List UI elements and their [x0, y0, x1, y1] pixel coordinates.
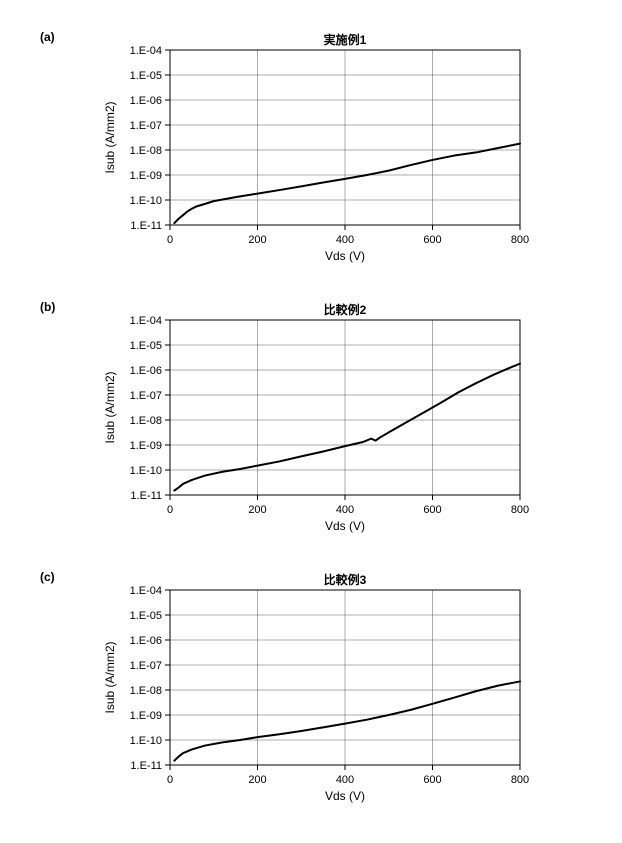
x-axis-label: Vds (V): [325, 789, 365, 803]
ytick-label: 1.E-05: [130, 70, 162, 82]
xtick-label: 400: [336, 504, 354, 516]
ytick-label: 1.E-06: [130, 95, 162, 107]
xtick-label: 600: [423, 774, 441, 786]
ytick-label: 1.E-08: [130, 415, 162, 427]
xtick-label: 800: [511, 774, 529, 786]
xtick-label: 800: [511, 504, 529, 516]
chart-wrap: 0 200 400 600 800 1.E-11 1.E-10 1.E-09 1.E-08 1.E…: [100, 300, 580, 540]
xtick-label: 0: [167, 774, 173, 786]
xtick-label: 800: [511, 234, 529, 246]
x-axis-label: Vds (V): [325, 519, 365, 533]
ytick-label: 1.E-04: [130, 315, 162, 327]
xtick-label: 200: [248, 504, 266, 516]
ytick-label: 1.E-10: [130, 735, 162, 747]
chart-title: 比較例3: [324, 572, 367, 587]
panel-tag: (b): [40, 300, 55, 314]
ytick-label: 1.E-08: [130, 685, 162, 697]
ytick-label: 1.E-09: [130, 170, 162, 182]
ytick-label: 1.E-11: [130, 220, 162, 232]
figure-page: (a) 0 200 400 600 800 1.E-11 1.E-10 1.E-09 1.E-08…: [0, 0, 622, 843]
ytick-label: 1.E-08: [130, 145, 162, 157]
ytick-label: 1.E-05: [130, 340, 162, 352]
xtick-label: 200: [248, 234, 266, 246]
chart-title: 実施例1: [324, 32, 367, 47]
xtick-label: 600: [423, 234, 441, 246]
xtick-label: 400: [336, 234, 354, 246]
ytick-label: 1.E-07: [130, 120, 162, 132]
ytick-label: 1.E-10: [130, 195, 162, 207]
ytick-label: 1.E-07: [130, 390, 162, 402]
ytick-label: 1.E-11: [130, 490, 162, 502]
xtick-label: 600: [423, 504, 441, 516]
chart-svg: 0 200 400 600 800 1.E-11 1.E-10 1.E-09 1.E-08 1.E…: [100, 570, 530, 805]
x-axis-label: Vds (V): [325, 249, 365, 263]
chart-svg: 0 200 400 600 800 1.E-11 1.E-10 1.E-09 1.E-08 1.E…: [100, 30, 530, 265]
panel-tag: (c): [40, 570, 55, 584]
xtick-label: 0: [167, 504, 173, 516]
panel-tag: (a): [40, 30, 55, 44]
y-axis-label: Isub (A/mm2): [103, 101, 117, 173]
ytick-label: 1.E-05: [130, 610, 162, 622]
ytick-label: 1.E-09: [130, 710, 162, 722]
ytick-label: 1.E-07: [130, 660, 162, 672]
ytick-label: 1.E-04: [130, 585, 162, 597]
chart-wrap: 0 200 400 600 800 1.E-11 1.E-10 1.E-09 1.E-08 1.E…: [100, 30, 580, 270]
ytick-label: 1.E-09: [130, 440, 162, 452]
chart-title: 比較例2: [324, 302, 367, 317]
xtick-label: 200: [248, 774, 266, 786]
ytick-label: 1.E-04: [130, 45, 162, 57]
ytick-label: 1.E-06: [130, 635, 162, 647]
xtick-label: 0: [167, 234, 173, 246]
ytick-label: 1.E-10: [130, 465, 162, 477]
chart-svg: 0 200 400 600 800 1.E-11 1.E-10 1.E-09 1.E-08 1.E…: [100, 300, 530, 535]
ytick-label: 1.E-11: [130, 760, 162, 772]
chart-wrap: 0 200 400 600 800 1.E-11 1.E-10 1.E-09 1.E-08 1.E…: [100, 570, 580, 810]
xtick-label: 400: [336, 774, 354, 786]
ytick-label: 1.E-06: [130, 365, 162, 377]
y-axis-label: Isub (A/mm2): [103, 641, 117, 713]
y-axis-label: Isub (A/mm2): [103, 371, 117, 443]
